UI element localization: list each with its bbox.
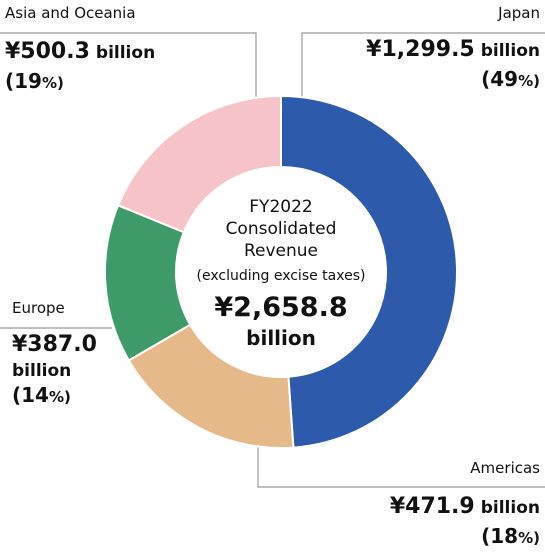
value-label: ¥1,299.5 billion [366, 37, 540, 62]
category-label: Europe [12, 299, 65, 317]
center-title: FY2022 [249, 197, 312, 217]
value-amount: ¥387.0 [12, 332, 97, 357]
value-amount: ¥471.9 [390, 494, 475, 519]
category-label: Americas [470, 459, 540, 477]
category-label: Japan [497, 4, 540, 22]
percent-label: (49%) [481, 67, 540, 91]
value-label: ¥500.3 billion [5, 39, 155, 64]
center-note: (excluding excise taxes) [197, 268, 366, 284]
value-unit: billion [481, 498, 540, 518]
donut-slice [116, 94, 282, 234]
value-unit: billion [96, 43, 155, 63]
percent-label: (19%) [5, 69, 64, 93]
center-title: Revenue [244, 241, 318, 261]
percent-label: (14%) [12, 383, 71, 407]
leader-line [257, 445, 545, 488]
percent-label: (18%) [481, 524, 540, 548]
value-unit: billion [12, 361, 71, 381]
category-label: Asia and Oceania [5, 4, 136, 22]
center-total: ¥2,658.8 [214, 292, 347, 323]
value-amount: ¥500.3 [5, 39, 90, 64]
leader-line [301, 32, 545, 100]
donut-slice [280, 94, 458, 449]
leader-line [0, 32, 257, 100]
value-label: ¥471.9 billion [390, 494, 540, 519]
center-unit: billion [246, 326, 316, 350]
center-title: Consolidated [226, 219, 337, 239]
leader-lines [0, 32, 545, 488]
value-amount: ¥1,299.5 [366, 37, 475, 62]
value-unit: billion [481, 41, 540, 61]
